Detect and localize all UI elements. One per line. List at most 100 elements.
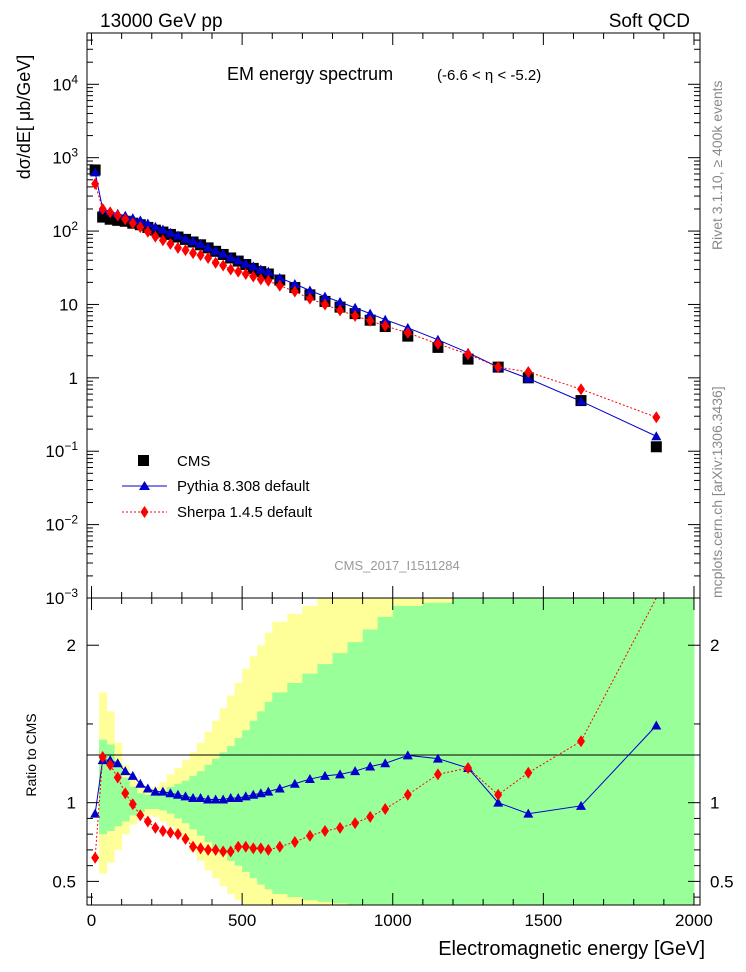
- ratio-point-pythia: [233, 792, 244, 802]
- x-tick-label: 1500: [524, 911, 562, 930]
- data-point-cms: [104, 213, 116, 225]
- legend-label-cms: CMS: [177, 453, 210, 470]
- data-point-sherpa: [204, 251, 213, 264]
- data-point-sherpa: [494, 361, 503, 374]
- ratio-point-pythia: [165, 788, 176, 798]
- ratio-point-sherpa: [136, 809, 145, 822]
- data-point-pythia: [195, 238, 206, 248]
- ratio-band-green: [257, 711, 266, 885]
- ratio-point-sherpa: [366, 810, 375, 823]
- ratio-point-pythia: [225, 792, 236, 802]
- data-point-pythia: [150, 221, 161, 231]
- x-tick-label: 2000: [675, 911, 713, 930]
- ratio-band-green: [106, 744, 115, 832]
- ratio-marks: [90, 597, 662, 864]
- ratio-point-pythia: [120, 766, 131, 776]
- ratio-frame: [86, 597, 701, 906]
- ratio-point-pythia: [248, 789, 259, 799]
- ratio-point-pythia: [203, 794, 214, 804]
- ratio-point-pythia: [304, 774, 315, 784]
- ratio-band-green: [543, 598, 620, 905]
- ratio-point-sherpa: [151, 821, 160, 834]
- ratio-point-sherpa: [256, 842, 265, 855]
- ratio-point-sherpa: [166, 826, 175, 839]
- ratio-band-green: [166, 786, 175, 814]
- ratio-point-sherpa: [113, 771, 122, 784]
- data-point-sherpa: [151, 230, 160, 243]
- data-point-pythia: [274, 272, 285, 282]
- ratio-point-sherpa: [91, 851, 100, 864]
- ratio-point-pythia: [180, 791, 191, 801]
- ratio-point-sherpa: [211, 843, 220, 856]
- ratio-band-green: [227, 745, 236, 861]
- y-tick-label-main: 103: [52, 146, 78, 168]
- data-point-pythia: [172, 230, 183, 240]
- data-point-sherpa: [113, 209, 122, 222]
- legend-label-pythia: Pythia 8.308 default: [177, 478, 310, 495]
- side-text-mcplots: mcplots.cern.ch [arXiv:1306.3436]: [709, 386, 725, 598]
- ratio-band-green: [242, 730, 251, 872]
- data-point-sherpa: [524, 366, 533, 379]
- data-point-pythia: [218, 248, 229, 258]
- data-point-pythia: [319, 291, 330, 301]
- data-point-sherpa: [158, 234, 167, 247]
- data-point-sherpa: [121, 213, 130, 226]
- data-point-sherpa: [91, 177, 100, 190]
- data-point-sherpa: [226, 263, 235, 276]
- data-point-sherpa: [181, 244, 190, 257]
- ratio-point-pythia: [150, 786, 161, 796]
- legend-marker-cms: [138, 455, 149, 466]
- y-tick-label-main: 104: [52, 72, 78, 94]
- ratio-point-pythia: [218, 794, 229, 804]
- data-point-sherpa: [173, 241, 182, 254]
- series-line-sherpa: [94, 183, 657, 418]
- ratio-point-pythia: [335, 769, 346, 779]
- ratio-point-sherpa: [249, 842, 258, 855]
- main-axis-ticks: 10−3 10−2 10−1 1 10 102 103 104: [45, 32, 700, 608]
- data-point-sherpa: [219, 259, 228, 272]
- ratio-point-pythia: [432, 753, 443, 763]
- x-tick-label: 0: [87, 911, 96, 930]
- ratio-point-sherpa: [403, 788, 412, 801]
- legend: CMS Pythia 8.308 default Sherpa 1.4.5 de…: [122, 453, 313, 521]
- ratio-point-pythia: [523, 808, 534, 818]
- ratio-point-sherpa: [524, 766, 533, 779]
- ratio-point-pythia: [380, 758, 391, 768]
- data-point-sherpa: [98, 202, 107, 215]
- ratio-point-pythia: [402, 750, 413, 760]
- data-point-sherpa: [290, 285, 299, 298]
- x-tick-label: 500: [228, 911, 256, 930]
- data-point-pythia: [135, 215, 146, 225]
- data-point-sherpa: [403, 326, 412, 339]
- ratio-point-pythia: [188, 792, 199, 802]
- ratio-point-pythia: [576, 800, 587, 810]
- ratio-point-pythia: [157, 786, 168, 796]
- y-tick-label-main: 102: [52, 219, 78, 241]
- ratio-band-green: [272, 692, 288, 894]
- data-point-sherpa: [256, 273, 265, 286]
- ratio-point-sherpa: [226, 845, 235, 858]
- ratio-point-pythia: [90, 808, 101, 818]
- ratio-point-sherpa: [219, 845, 228, 858]
- ratio-point-sherpa: [128, 798, 137, 811]
- ratio-point-pythia: [263, 786, 274, 796]
- ratio-uncertainty-bands: [99, 598, 695, 905]
- data-point-sherpa: [464, 348, 473, 361]
- ratio-point-pythia: [319, 770, 330, 780]
- ratio-point-pythia: [493, 797, 504, 807]
- ratio-point-sherpa: [121, 787, 130, 800]
- main-marks: [89, 164, 662, 453]
- ratio-point-pythia: [350, 766, 361, 776]
- analysis-id: CMS_2017_I1511284: [334, 558, 460, 573]
- ratio-band-green: [422, 602, 454, 905]
- ratio-point-sherpa: [351, 817, 360, 830]
- data-point-sherpa: [264, 274, 273, 287]
- data-point-sherpa: [196, 249, 205, 262]
- ratio-band-green: [618, 598, 695, 905]
- ratio-band-green: [483, 598, 514, 905]
- data-point-pythia: [210, 245, 221, 255]
- x-axis-label: Electromagnetic energy [GeV]: [438, 938, 705, 960]
- ratio-point-sherpa: [204, 843, 213, 856]
- y-axis-label-main: dσ/dE[ μb/GeV]: [14, 55, 34, 180]
